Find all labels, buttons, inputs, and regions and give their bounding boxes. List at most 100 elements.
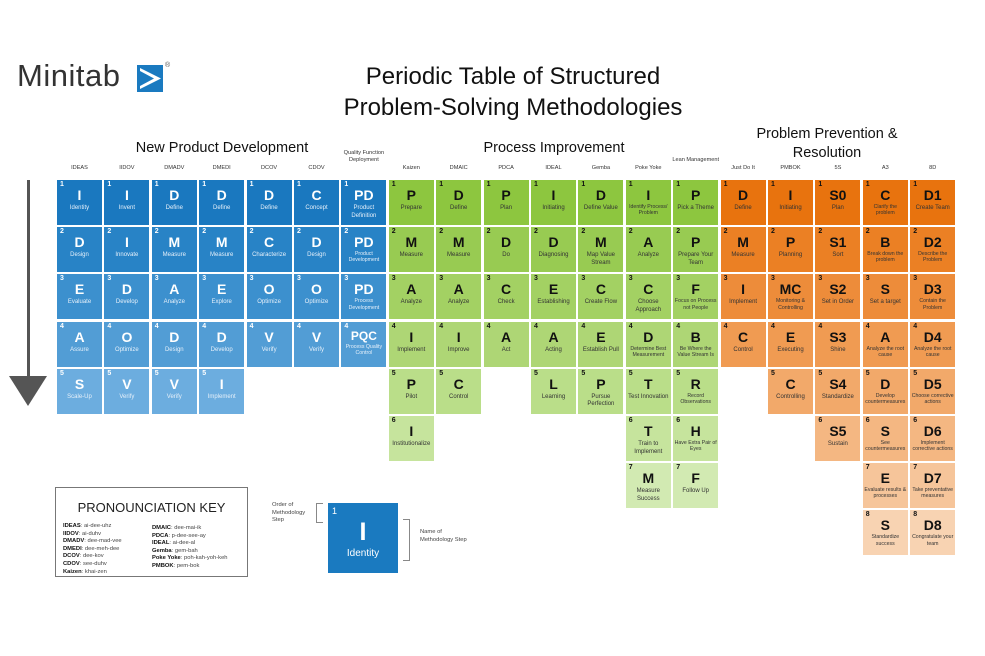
step-number: 1 (202, 181, 207, 188)
step-number: 1 (723, 181, 728, 188)
step-symbol: C (643, 281, 654, 298)
key-separator: : (173, 562, 177, 569)
step-number: 2 (723, 228, 728, 236)
step-name: Be Where the Value Stream Is (677, 345, 714, 358)
key-entry: DMEDI: dee-meh-dee (63, 546, 122, 554)
column-header: IIDOV (119, 165, 135, 171)
key-separator: : (84, 538, 88, 545)
step-number: 6 (676, 417, 681, 424)
step-name: Take preventative measures (912, 487, 954, 500)
step-symbol: M (168, 234, 181, 251)
tile-8d-step-6: 6 D6 Implement corrective actions (910, 416, 956, 461)
step-symbol: A (74, 328, 85, 345)
tile-iidov-step-2: 2 I Innovate (104, 227, 150, 273)
step-number: 4 (60, 322, 64, 330)
step-name: Monitoring & Controlling (775, 298, 806, 311)
key-separator: : (78, 530, 83, 537)
key-entry: Gemba: gem-bah (152, 548, 228, 556)
step-name: Choose Approach (635, 299, 662, 313)
step-name: Train to Implement (634, 441, 663, 455)
step-number: 4 (107, 322, 112, 330)
tile-gemba-step-4: 4 E Establish Pull (578, 321, 624, 367)
step-symbol: O (263, 281, 275, 298)
step-number: 3 (865, 275, 870, 283)
tile-poke-yoke-step-5: 5 T Test Innovation (625, 368, 671, 414)
step-number: 2 (249, 228, 254, 236)
step-number: 2 (581, 228, 586, 236)
step-number: 7 (913, 464, 918, 472)
step-number: 5 (439, 369, 444, 377)
step-symbol: PD (354, 234, 374, 251)
key-entry: DCOV: dee-kov (63, 553, 122, 561)
key-term: PDCA (152, 532, 169, 539)
step-number: 6 (913, 417, 918, 424)
step-symbol: M (737, 234, 749, 251)
key-separator: : (81, 545, 85, 552)
tile-dmedi-step-3: 3 E Explore (199, 274, 245, 320)
step-name: Optimize (115, 346, 139, 353)
step-name: Analyze (637, 252, 659, 259)
step-name: Define (450, 205, 468, 211)
step-symbol: D (169, 328, 180, 345)
step-number: 2 (297, 228, 301, 236)
key-pronunciation: dee-kov (82, 553, 104, 560)
step-number: 2 (60, 228, 64, 236)
step-symbol: P (406, 187, 416, 203)
step-symbol: D4 (923, 328, 942, 345)
step-symbol: PD (354, 281, 374, 298)
step-number: 3 (771, 275, 775, 283)
step-name: Optimize (304, 299, 329, 306)
step-number: 5 (676, 369, 681, 377)
key-pronunciation: p-dee-see-ay (171, 532, 206, 539)
key-separator: : (171, 525, 175, 531)
step-number: 8 (865, 511, 870, 519)
step-name: Improve (447, 346, 470, 353)
step-symbol: O (311, 281, 322, 298)
step-symbol: E (74, 281, 85, 298)
step-symbol: P (691, 187, 701, 203)
step-number: 4 (344, 322, 349, 330)
step-number: 4 (297, 322, 301, 330)
step-number: 8 (913, 511, 918, 519)
step-name: Identity (69, 205, 90, 211)
step-symbol: B (880, 234, 891, 251)
key-column-left: IDEAS: ai-dee-uhz IIDOV: ai-duhv DMADV: de… (63, 523, 122, 576)
step-number: 2 (628, 228, 633, 236)
key-entry: DMADV: dee-mad-vee (63, 538, 122, 546)
step-number: 4 (865, 322, 870, 330)
step-name: Create Team (915, 205, 950, 211)
step-symbol: D7 (923, 470, 942, 487)
step-symbol: E (785, 328, 796, 345)
step-name: Pursue Perfection (587, 393, 615, 408)
step-number: 7 (628, 464, 633, 472)
step-name: Learning (541, 393, 566, 400)
tile-poke-yoke-step-1: 1 I Identify Process/ Problem (625, 180, 671, 225)
step-symbol: B (690, 328, 701, 345)
tile-5s-step-4: 4 S3 Shine (815, 321, 861, 367)
step-name: Congratulate your team (912, 534, 954, 547)
tile-8d-step-8: 8 D8 Congratulate your team (910, 510, 956, 556)
tile-cdov-step-3: 3 O Optimize (294, 274, 339, 320)
step-name: See countermeasures (865, 440, 906, 453)
tile-lean-management-step-7: 7 F Follow Up (673, 463, 719, 509)
step-number: 2 (391, 228, 396, 236)
step-name: Sustain (827, 441, 848, 447)
step-number: 1 (534, 181, 538, 188)
step-name: Shine (830, 346, 846, 353)
step-symbol: I (409, 328, 414, 345)
step-symbol: L (549, 375, 558, 392)
step-symbol: D2 (923, 234, 942, 251)
tile-lean-management-step-1: 1 P Pick a Theme (673, 180, 719, 225)
step-name: Sort (832, 252, 844, 259)
key-separator: : (81, 568, 85, 575)
registered-mark: ® (165, 62, 171, 69)
step-name: Measure (399, 252, 423, 259)
step-number: 4 (202, 322, 207, 330)
step-name: Initiating (779, 205, 802, 211)
step-name: Executing (777, 346, 804, 353)
step-symbol: M (452, 234, 465, 251)
step-number: 4 (154, 322, 159, 330)
step-name: Clarify the problem (873, 204, 897, 217)
step-symbol: A (880, 328, 891, 345)
key-pronunciation: poh-kah-yoh-keh (184, 555, 228, 562)
